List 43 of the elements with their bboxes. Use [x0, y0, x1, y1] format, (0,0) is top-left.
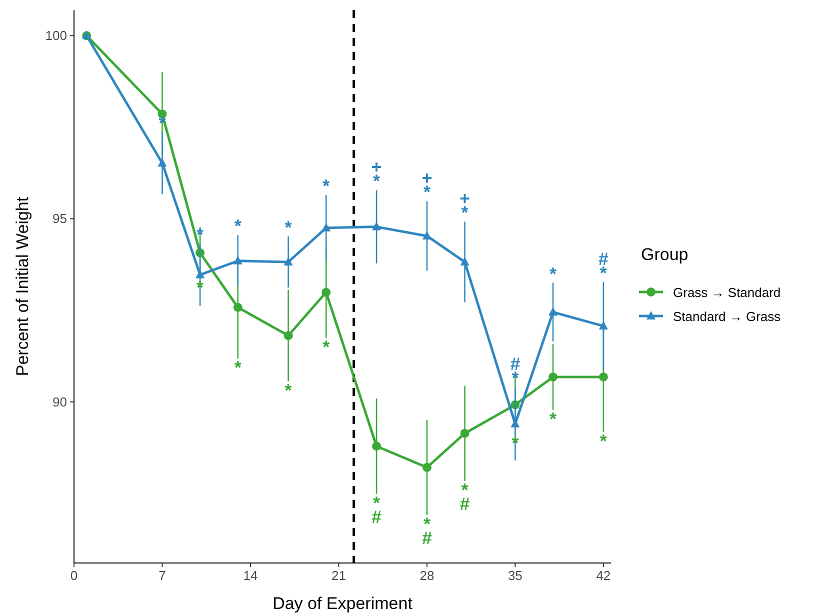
- point: [158, 158, 167, 167]
- point: [372, 442, 382, 451]
- point: [322, 222, 331, 232]
- x-axis-title: Day of Experiment: [272, 594, 413, 613]
- annotation: *: [322, 176, 330, 196]
- x-tick-label: 28: [420, 568, 434, 583]
- legend-title: Group: [641, 245, 688, 264]
- point: [548, 307, 558, 316]
- point: [548, 372, 558, 382]
- annotation: #: [372, 506, 382, 527]
- x-tick-label: 21: [331, 568, 346, 583]
- point: [233, 256, 242, 264]
- annotation: *: [550, 408, 557, 429]
- point: [196, 270, 205, 278]
- point: [422, 462, 432, 472]
- annotation: *: [284, 380, 292, 400]
- annotation: *: [234, 216, 242, 236]
- y-tick-label: 95: [52, 211, 67, 226]
- annotation: *: [284, 217, 292, 238]
- point: [322, 288, 331, 297]
- point: [233, 302, 242, 312]
- point: [598, 321, 608, 330]
- x-tick-label: 0: [70, 568, 78, 583]
- y-tick-label: 90: [52, 394, 67, 410]
- annotation: *: [322, 337, 330, 358]
- point: [598, 372, 608, 382]
- point: [460, 428, 470, 438]
- x-tick-label: 7: [158, 568, 166, 583]
- x-tick-label: 42: [596, 568, 611, 583]
- point: [460, 256, 470, 266]
- x-tick-label: 35: [508, 568, 522, 583]
- point: [284, 256, 293, 266]
- annotation: *: [234, 358, 242, 378]
- annotation: *: [550, 264, 557, 284]
- annotation: #: [460, 494, 470, 514]
- point: [372, 222, 382, 230]
- x-tick-label: 14: [243, 568, 258, 583]
- y-axis-title: Percent of Initial Weight: [13, 196, 32, 376]
- annotation: *: [600, 430, 607, 451]
- legend-label: Standard → Grass: [673, 309, 782, 324]
- point: [284, 331, 293, 340]
- y-tick-label: 100: [45, 28, 67, 44]
- legend-label: Grass → Standard: [673, 285, 781, 300]
